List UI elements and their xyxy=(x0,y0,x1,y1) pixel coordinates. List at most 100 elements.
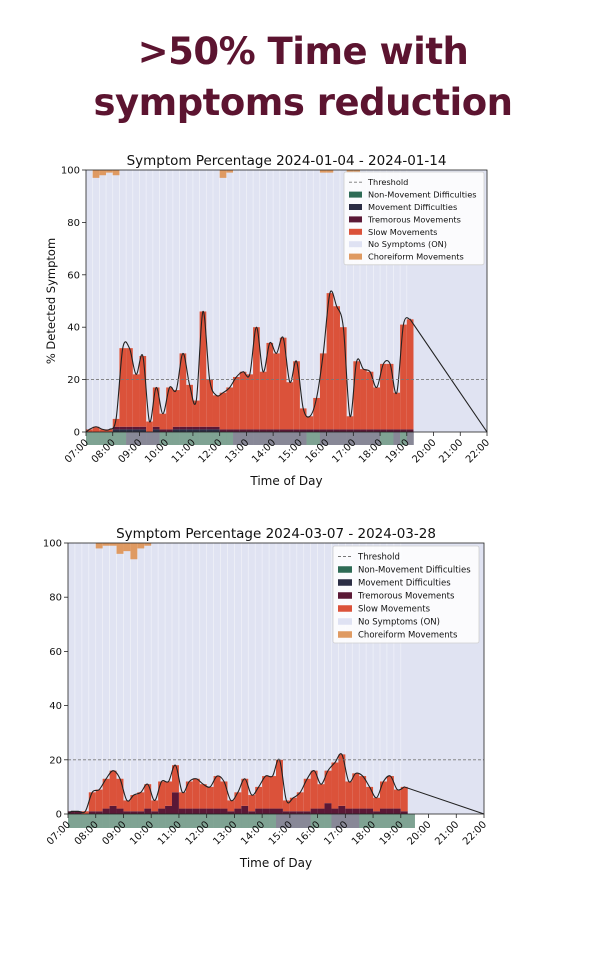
headline-line-1: >50% Time with xyxy=(137,30,469,73)
slow-movements-bar xyxy=(386,363,394,430)
state-strip-segment xyxy=(199,814,207,828)
state-strip-segment xyxy=(81,814,90,828)
tremorous-movements-bar xyxy=(319,429,327,432)
state-strip-segment xyxy=(206,814,214,828)
movement-difficulties-bar xyxy=(119,429,127,432)
tremorous-movements-bar xyxy=(112,426,120,430)
state-strip-segment xyxy=(74,814,83,828)
state-strip-segment xyxy=(165,814,173,828)
tremorous-movements-bar xyxy=(326,429,334,432)
movement-difficulties-bar xyxy=(186,429,193,432)
tremorous-movements-bar xyxy=(296,811,304,814)
tremorous-movements-bar xyxy=(227,811,235,814)
tremorous-movements-bar xyxy=(159,429,167,432)
tremorous-movements-bar xyxy=(137,811,145,814)
state-strip-segment xyxy=(95,814,103,828)
choreiform-movements-bar xyxy=(144,543,152,546)
tremorous-movements-bar xyxy=(345,808,353,814)
choreiform-movements-bar xyxy=(346,170,354,173)
y-tick-label: 80 xyxy=(49,593,62,604)
state-strip-segment xyxy=(152,432,160,445)
movement-difficulties-bar xyxy=(179,429,187,432)
state-strip-segment xyxy=(206,432,214,445)
choreiform-movements-bar xyxy=(112,170,120,176)
tremorous-movements-bar xyxy=(352,808,360,814)
state-strip-segment xyxy=(146,432,154,445)
choreiform-movements-bar xyxy=(226,170,234,173)
state-strip-segment xyxy=(360,432,367,445)
slow-movements-bar xyxy=(102,778,110,809)
tremorous-movements-bar xyxy=(279,429,287,432)
state-strip-segment xyxy=(234,814,242,828)
state-strip-segment xyxy=(199,432,207,445)
legend-label: Tremorous Movements xyxy=(357,592,455,602)
tremorous-movements-bar xyxy=(95,811,103,814)
state-strip-segment xyxy=(393,814,402,828)
state-strip-segment xyxy=(373,814,381,828)
tremorous-movements-bar xyxy=(282,811,290,814)
choreiform-movements-bar xyxy=(92,170,100,178)
tremorous-movements-bar xyxy=(366,808,374,814)
tremorous-movements-bar xyxy=(234,808,242,814)
state-strip-segment xyxy=(172,432,180,445)
slow-movements-bar xyxy=(220,781,228,809)
slow-movements-bar xyxy=(151,800,159,812)
state-strip-segment xyxy=(286,432,294,445)
slow-movements-bar xyxy=(393,392,401,430)
slow-movements-bar xyxy=(95,789,103,812)
state-strip-segment xyxy=(213,814,221,828)
state-strip-segment xyxy=(151,814,159,828)
legend-label: Slow Movements xyxy=(358,605,431,615)
tremorous-movements-bar xyxy=(373,429,381,432)
tremorous-movements-bar xyxy=(241,805,249,814)
slow-movements-bar xyxy=(152,387,160,427)
slow-movements-bar xyxy=(88,792,96,812)
state-strip-segment xyxy=(179,432,187,445)
legend-swatch xyxy=(338,579,352,586)
slow-movements-bar xyxy=(310,770,318,809)
legend-label: Tremorous Movements xyxy=(367,214,461,224)
slow-movements-bar xyxy=(400,786,408,812)
legend-label: Movement Difficulties xyxy=(358,579,451,589)
tremorous-movements-bar xyxy=(68,811,75,814)
state-strip-segment xyxy=(276,814,284,828)
tremorous-movements-bar xyxy=(393,429,401,432)
state-strip-segment xyxy=(313,432,321,445)
state-strip-segment xyxy=(269,814,277,828)
state-strip-segment xyxy=(92,432,100,445)
tremorous-movements-bar xyxy=(386,429,394,432)
choreiform-movements-bar xyxy=(99,170,107,176)
tremorous-movements-bar xyxy=(139,426,147,430)
slow-movements-bar xyxy=(158,781,166,809)
slow-movements-bar xyxy=(269,776,276,809)
slow-movements-bar xyxy=(185,781,193,809)
state-strip-segment xyxy=(352,814,360,828)
slow-movements-bar xyxy=(106,429,113,432)
tremorous-movements-bar xyxy=(306,429,314,432)
slow-movements-bar xyxy=(126,348,133,427)
movement-difficulties-bar xyxy=(126,429,133,432)
legend-swatch xyxy=(338,566,352,573)
state-strip-segment xyxy=(333,432,341,445)
tremorous-movements-bar xyxy=(406,429,414,432)
slow-movements-bar xyxy=(86,429,93,432)
state-strip-segment xyxy=(88,814,97,828)
choreiform-movements-bar xyxy=(353,170,361,173)
legend: Threshold Non-Movement Difficulties Moveme… xyxy=(343,171,485,266)
y-tick-label: 40 xyxy=(49,701,62,712)
slow-movements-bar xyxy=(234,792,242,809)
slow-movements-bar xyxy=(186,384,193,427)
slow-movements-bar xyxy=(386,776,394,809)
tremorous-movements-bar xyxy=(360,429,367,432)
legend-label: Choreiform Movements xyxy=(368,252,464,262)
slow-movements-bar xyxy=(178,792,186,809)
state-strip-segment xyxy=(106,432,114,445)
tremorous-movements-bar xyxy=(380,808,387,814)
state-strip-segment xyxy=(144,814,152,828)
tremorous-movements-bar xyxy=(116,808,124,814)
slow-movements-bar xyxy=(286,382,294,430)
tremorous-movements-bar xyxy=(253,429,260,432)
movement-difficulties-bar xyxy=(199,429,207,432)
tremorous-movements-bar xyxy=(262,808,270,814)
state-strip-segment xyxy=(119,432,127,445)
